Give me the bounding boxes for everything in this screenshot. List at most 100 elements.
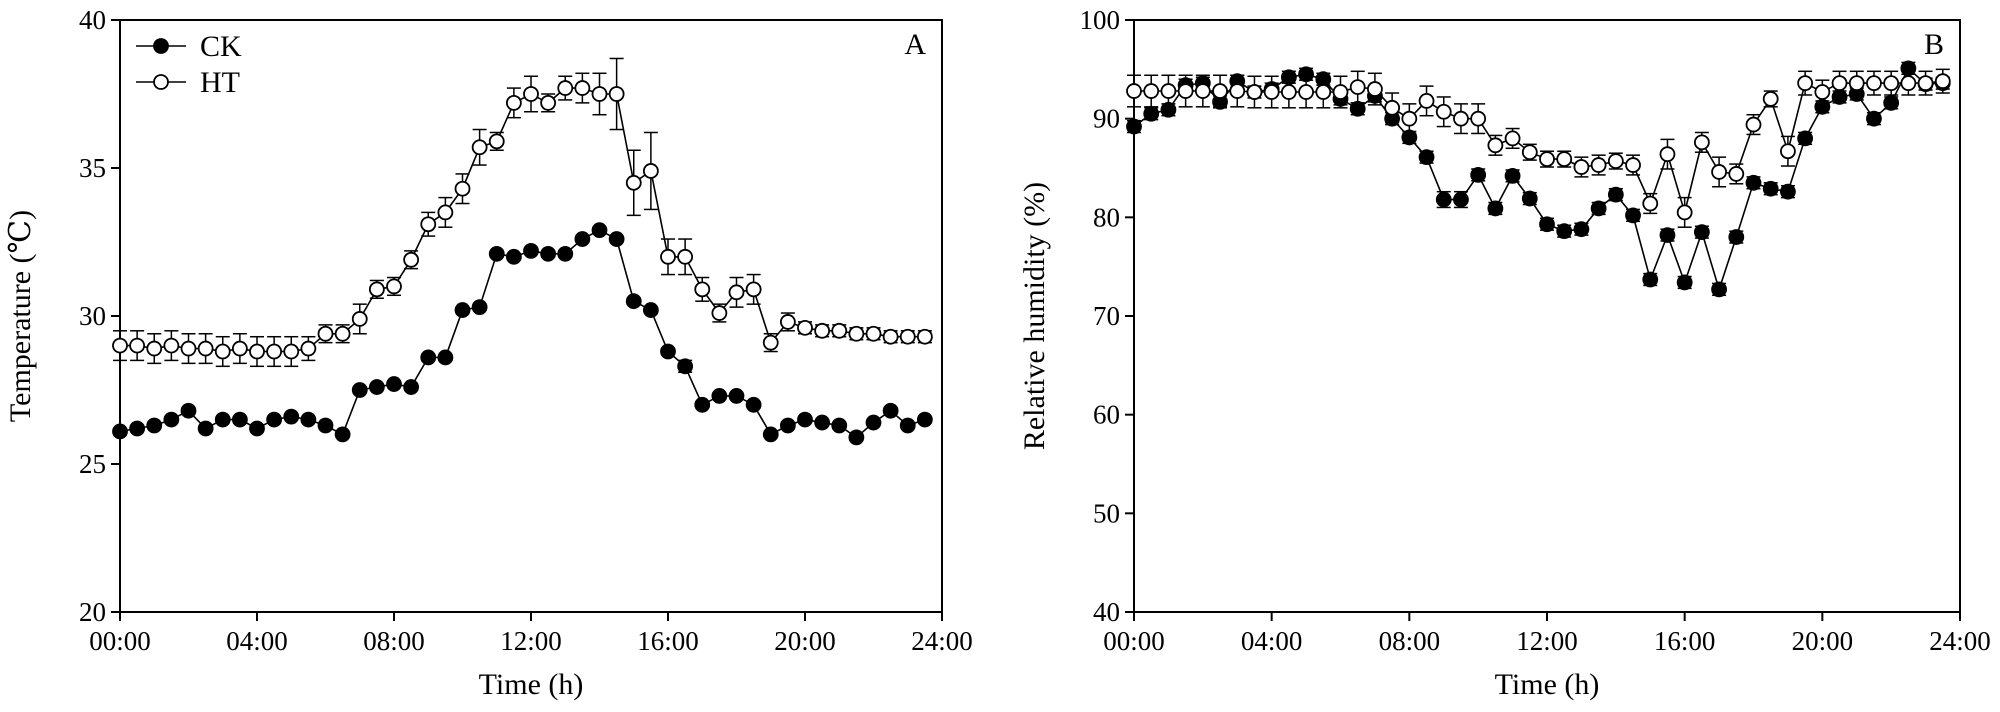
data-point	[831, 417, 848, 434]
data-point	[660, 248, 676, 265]
data-point	[1693, 134, 1710, 151]
data-point	[1143, 105, 1160, 122]
y-tick-label: 20	[79, 597, 106, 627]
data-point	[745, 281, 762, 298]
data-point	[1504, 130, 1521, 147]
data-point	[300, 340, 317, 357]
data-point	[231, 411, 248, 428]
data-point	[1349, 79, 1366, 95]
data-point	[1573, 159, 1590, 175]
data-point	[711, 388, 728, 404]
data-point	[1401, 110, 1418, 127]
data-point	[471, 299, 488, 316]
data-point	[797, 319, 813, 336]
data-point	[180, 340, 197, 357]
data-point	[916, 328, 933, 345]
data-point	[728, 284, 745, 301]
data-point	[1487, 200, 1504, 217]
data-point	[1728, 229, 1745, 245]
data-point	[728, 388, 745, 404]
data-point	[351, 311, 368, 327]
data-point	[745, 396, 762, 413]
panel-label: A	[904, 28, 926, 61]
data-point	[1315, 84, 1332, 100]
x-tick-label: 04:00	[226, 626, 288, 656]
x-tick-label: 08:00	[1379, 626, 1441, 656]
panel-label: B	[1924, 28, 1944, 61]
data-point	[1453, 191, 1469, 208]
data-point	[231, 340, 248, 357]
data-point	[608, 231, 625, 247]
data-point	[129, 420, 146, 437]
data-point	[540, 94, 557, 111]
data-point	[1728, 166, 1745, 182]
data-point	[591, 222, 608, 239]
chart-panel-a: 00:00 04:00 08:00 12:00 16:00 20:00 24:00 20 25 3…	[4, 5, 973, 701]
data-point	[146, 340, 163, 357]
data-point	[1263, 84, 1280, 100]
x-axis-label: Time (h)	[479, 668, 584, 701]
data-point	[557, 245, 574, 262]
y-tick-label: 25	[79, 449, 106, 479]
data-point	[1487, 137, 1504, 154]
data-point	[1556, 151, 1573, 168]
data-point	[677, 358, 694, 375]
data-point	[523, 86, 539, 102]
y-tick-label: 30	[79, 301, 106, 331]
data-point	[1229, 83, 1246, 99]
data-point	[1831, 75, 1848, 92]
legend-marker	[153, 74, 169, 90]
y-tick-label: 40	[1093, 597, 1120, 627]
data-point	[1642, 271, 1659, 288]
y-tick-label: 50	[1093, 498, 1120, 528]
data-point	[112, 337, 128, 354]
data-point	[1349, 100, 1366, 117]
data-point	[814, 322, 831, 339]
series-line-ht	[120, 87, 925, 353]
data-point	[1711, 281, 1727, 298]
x-tick-label: 00:00	[1103, 626, 1165, 656]
data-point	[283, 343, 300, 360]
y-tick-label: 40	[79, 5, 106, 35]
data-point	[1143, 83, 1160, 99]
data-point	[1659, 227, 1676, 243]
data-point	[899, 417, 916, 434]
x-tick-label: 24:00	[911, 626, 973, 656]
data-point	[642, 302, 659, 318]
data-point	[1848, 75, 1865, 92]
data-point	[1367, 81, 1383, 97]
data-point	[488, 133, 505, 150]
data-point	[1917, 75, 1934, 92]
data-point	[1194, 83, 1211, 99]
data-point	[1780, 143, 1796, 160]
y-axis-label: Relative humidity (%)	[1018, 182, 1051, 450]
data-point	[214, 343, 231, 360]
data-point	[1246, 84, 1263, 100]
data-point	[1435, 191, 1452, 208]
data-point	[317, 417, 334, 434]
x-tick-label: 16:00	[637, 626, 699, 656]
data-point	[1900, 75, 1917, 92]
data-point	[1883, 94, 1900, 111]
data-point	[1590, 157, 1607, 173]
data-point	[1934, 73, 1951, 90]
data-point	[1470, 110, 1487, 127]
legend-marker	[153, 38, 169, 54]
data-point	[505, 94, 522, 111]
data-point	[1384, 99, 1401, 116]
data-point	[625, 174, 642, 191]
y-axis-label: Temperature (℃)	[4, 210, 37, 422]
x-tick-label: 20:00	[1792, 626, 1854, 656]
data-point	[1780, 183, 1796, 200]
data-point	[1418, 149, 1435, 166]
data-point	[334, 426, 351, 443]
x-tick-label: 24:00	[1929, 626, 1991, 656]
data-point	[1126, 83, 1142, 99]
x-tick-label: 00:00	[89, 626, 151, 656]
chart-panel-b: 00:00 04:00 08:00 12:00 16:00 20:00 24:00 40 50 6…	[1018, 5, 1991, 701]
data-point	[1504, 167, 1521, 184]
data-point	[146, 417, 163, 434]
data-point	[557, 80, 574, 96]
